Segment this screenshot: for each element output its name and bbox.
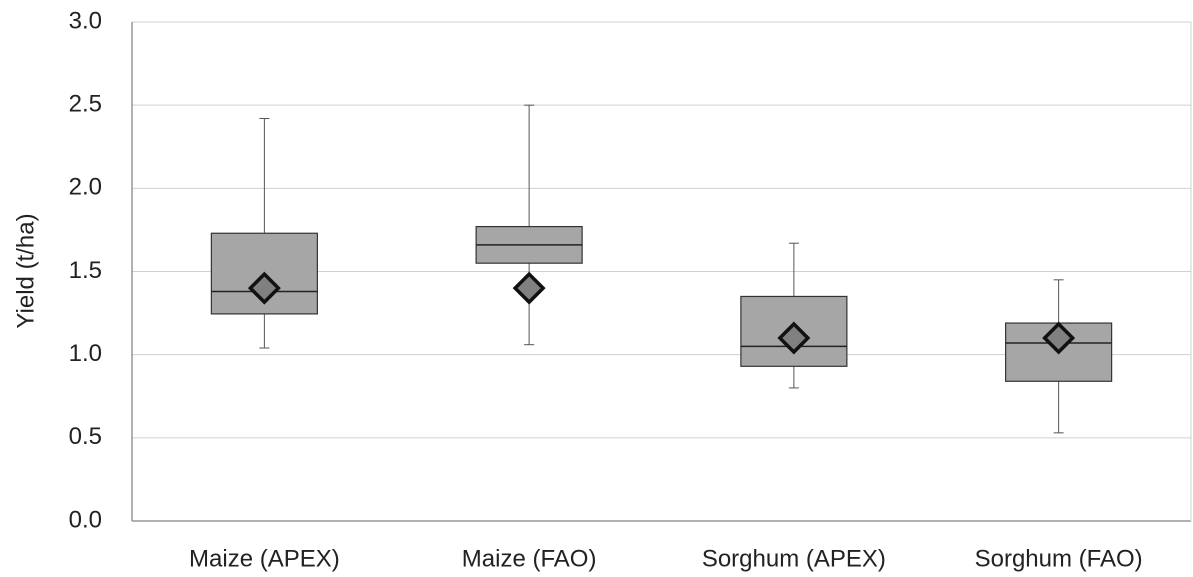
x-tick-label: Maize (FAO) bbox=[462, 545, 597, 572]
y-axis-label: Yield (t/ha) bbox=[12, 213, 39, 328]
y-tick-label: 3.0 bbox=[69, 7, 102, 34]
x-tick-label: Sorghum (APEX) bbox=[702, 545, 886, 572]
x-tick-label: Maize (APEX) bbox=[189, 545, 340, 572]
y-tick-label: 1.5 bbox=[69, 257, 102, 284]
x-tick-label: Sorghum (FAO) bbox=[975, 545, 1143, 572]
y-tick-label: 1.0 bbox=[69, 340, 102, 367]
mean-marker bbox=[247, 271, 281, 305]
y-tick-label: 2.5 bbox=[69, 91, 102, 118]
y-tick-label: 2.0 bbox=[69, 174, 102, 201]
y-tick-label: 0.0 bbox=[69, 506, 102, 533]
mean-marker bbox=[512, 271, 546, 305]
mean-marker bbox=[1042, 321, 1076, 355]
y-tick-label: 0.5 bbox=[69, 423, 102, 450]
mean-marker bbox=[777, 321, 811, 355]
